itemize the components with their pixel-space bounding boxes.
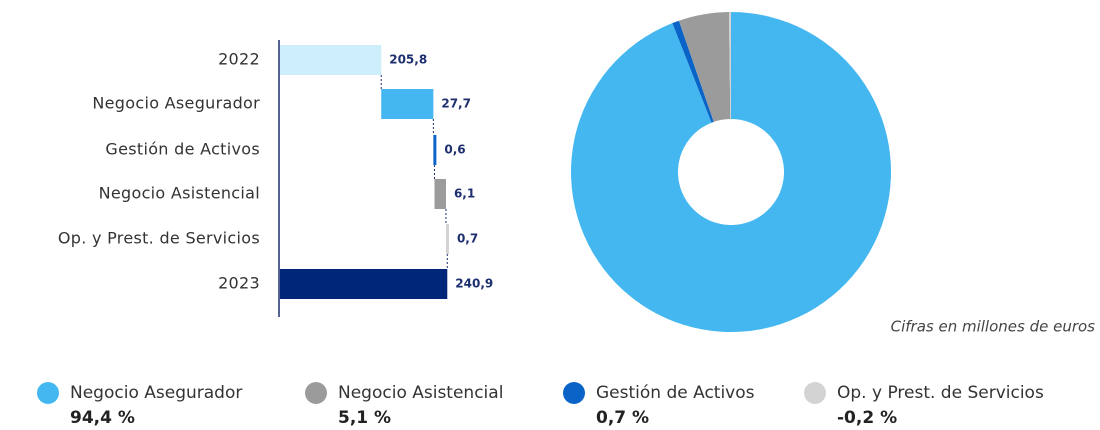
category-label: 2022 (218, 50, 260, 69)
value-label: 205,8 (389, 53, 427, 67)
legend-swatch (804, 382, 826, 404)
slice (728, 12, 731, 120)
category-label: Negocio Asegurador (92, 94, 260, 113)
slice (672, 20, 714, 123)
bar (280, 45, 382, 75)
category-label: Negocio Asistencial (99, 184, 260, 203)
legend-value: 5,1 % (338, 408, 391, 428)
value-label: 6,1 (454, 187, 475, 201)
bar (433, 135, 437, 165)
legend-swatch (37, 382, 59, 404)
legend-label: Negocio Asegurador (70, 383, 242, 403)
value-label: 27,7 (441, 97, 471, 111)
category-label: 2023 (218, 274, 260, 293)
bar (381, 89, 434, 119)
legend-label: Op. y Prest. de Servicios (837, 383, 1044, 403)
bar (445, 224, 449, 254)
slice (678, 12, 731, 122)
value-label: 0,7 (457, 232, 478, 246)
legend-label: Gestión de Activos (596, 383, 755, 403)
bar (434, 179, 446, 209)
legend-swatch (305, 382, 327, 404)
category-label: Gestión de Activos (105, 140, 260, 159)
value-label: 240,9 (455, 277, 493, 291)
legend-swatch (563, 382, 585, 404)
note: Cifras en millones de euros (891, 318, 1096, 336)
legend-label: Negocio Asistencial (338, 383, 503, 403)
category-label: Op. y Prest. de Servicios (58, 229, 260, 248)
legend-value: -0,2 % (837, 408, 897, 428)
value-label: 0,6 (444, 143, 465, 157)
slice (571, 12, 891, 333)
bar (280, 269, 448, 299)
legend-value: 0,7 % (596, 408, 649, 428)
legend-value: 94,4 % (70, 408, 135, 428)
